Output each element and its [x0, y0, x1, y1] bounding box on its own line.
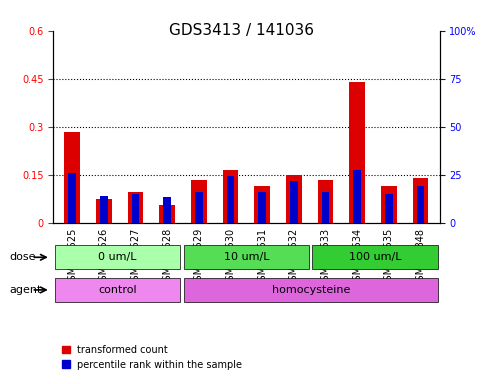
Legend: transformed count, percentile rank within the sample: transformed count, percentile rank withi…: [58, 341, 246, 373]
FancyBboxPatch shape: [55, 245, 180, 270]
Text: GDS3413 / 141036: GDS3413 / 141036: [169, 23, 314, 38]
Bar: [286, 175, 302, 223]
Bar: [96, 199, 112, 223]
Bar: [131, 194, 140, 223]
Text: agent: agent: [10, 285, 42, 295]
Bar: [163, 197, 171, 223]
Bar: [322, 192, 329, 223]
Bar: [227, 176, 234, 223]
Bar: [191, 180, 207, 223]
Bar: [254, 186, 270, 223]
Bar: [128, 192, 143, 223]
Text: 10 um/L: 10 um/L: [224, 252, 269, 262]
FancyBboxPatch shape: [313, 245, 438, 270]
Bar: [100, 195, 108, 223]
Bar: [353, 170, 361, 223]
Text: 100 um/L: 100 um/L: [349, 252, 401, 262]
Bar: [68, 173, 76, 223]
FancyBboxPatch shape: [184, 278, 438, 302]
Bar: [258, 192, 266, 223]
Bar: [318, 180, 333, 223]
Bar: [381, 186, 397, 223]
Bar: [195, 192, 203, 223]
Bar: [349, 82, 365, 223]
Bar: [385, 194, 393, 223]
Bar: [416, 186, 425, 223]
Text: control: control: [98, 285, 137, 295]
Text: homocysteine: homocysteine: [271, 285, 350, 295]
Text: 0 um/L: 0 um/L: [98, 252, 137, 262]
FancyBboxPatch shape: [184, 245, 309, 270]
FancyBboxPatch shape: [55, 278, 180, 302]
Bar: [412, 178, 428, 223]
Text: dose: dose: [10, 252, 36, 262]
Bar: [159, 205, 175, 223]
Bar: [290, 181, 298, 223]
Bar: [64, 132, 80, 223]
Bar: [223, 170, 239, 223]
